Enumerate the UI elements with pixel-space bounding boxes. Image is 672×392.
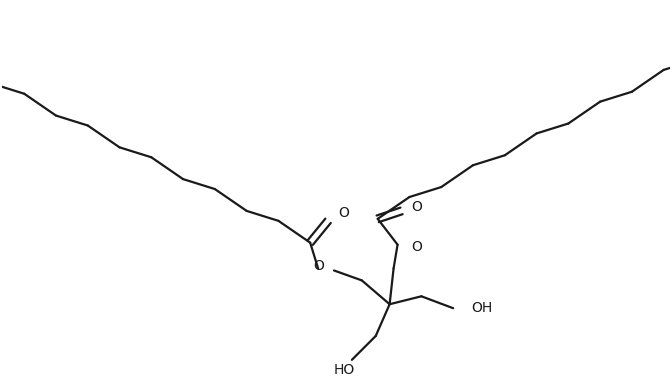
Text: O: O	[313, 260, 324, 274]
Text: OH: OH	[471, 301, 493, 315]
Text: O: O	[411, 200, 422, 214]
Text: HO: HO	[333, 363, 355, 377]
Text: O: O	[338, 206, 349, 220]
Text: O: O	[411, 240, 422, 254]
